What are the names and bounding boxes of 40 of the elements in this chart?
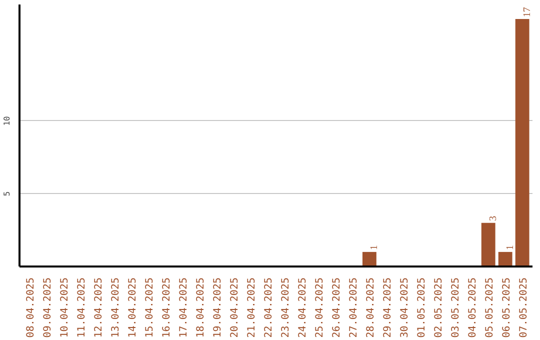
y-tick-label: 10	[2, 116, 12, 126]
x-tick-label: 30.04.2025	[399, 277, 410, 338]
y-tick-label: 5	[2, 191, 12, 196]
x-tick-label: 01.05.2025	[416, 277, 428, 338]
data-label: 17	[522, 7, 533, 18]
x-tick-label: 22.04.2025	[264, 277, 275, 338]
x-tick-label: 20.04.2025	[230, 277, 241, 338]
x-tick-label: 26.04.2025	[331, 277, 342, 338]
x-tick-label: 09.04.2025	[42, 277, 54, 338]
x-tick-label: 02.05.2025	[433, 277, 444, 338]
x-tick-label: 03.05.2025	[450, 277, 462, 338]
x-tick-label: 25.04.2025	[314, 277, 326, 338]
data-label: 1	[504, 244, 516, 250]
x-tick-label: 24.04.2025	[297, 277, 308, 338]
x-tick-label: 16.04.2025	[162, 277, 173, 338]
bar	[498, 252, 512, 266]
x-tick-label: 04.05.2025	[467, 277, 478, 338]
x-tick-label: 28.04.2025	[365, 277, 376, 338]
x-tick-label: 08.04.2025	[26, 277, 37, 338]
x-tick-label: 12.04.2025	[94, 277, 105, 338]
x-tick-label: 23.04.2025	[280, 277, 292, 338]
data-label: 3	[488, 216, 499, 221]
x-tick-label: 18.04.2025	[196, 277, 207, 338]
x-tick-label: 15.04.2025	[144, 277, 156, 338]
x-tick-label: 14.04.2025	[128, 277, 139, 338]
bar	[515, 19, 530, 266]
x-tick-label: 21.04.2025	[246, 277, 258, 338]
x-tick-label: 17.04.2025	[178, 277, 190, 338]
x-tick-label: 11.04.2025	[76, 277, 88, 338]
data-label: 1	[368, 244, 380, 250]
x-tick-label: 06.05.2025	[501, 277, 512, 338]
x-tick-label: 27.04.2025	[348, 277, 360, 338]
x-tick-label: 19.04.2025	[212, 277, 224, 338]
x-tick-label: 29.04.2025	[382, 277, 394, 338]
x-tick-label: 05.05.2025	[484, 277, 496, 338]
x-tick-label: 13.04.2025	[110, 277, 122, 338]
bar	[362, 252, 376, 266]
bar	[481, 222, 496, 266]
x-tick-label: 07.05.2025	[518, 277, 530, 338]
x-tick-label: 10.04.2025	[60, 277, 71, 338]
